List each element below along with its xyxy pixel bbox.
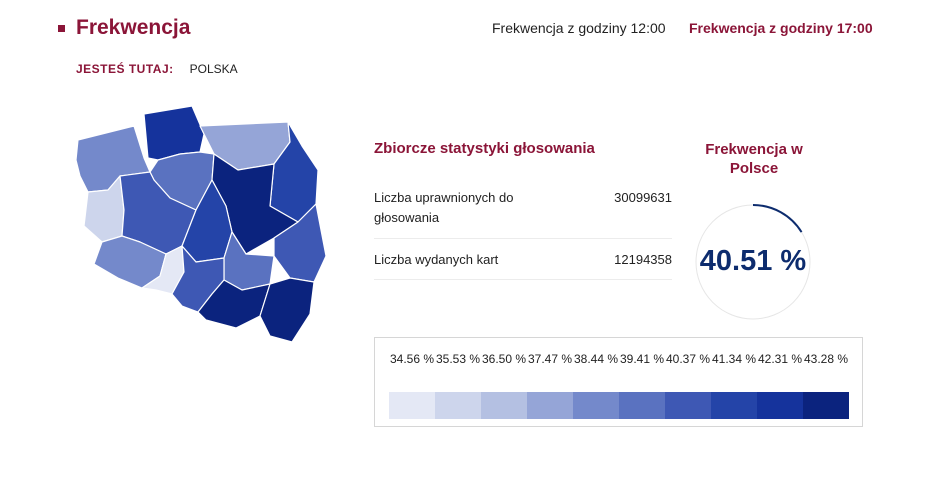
turnout-value: 40.51 % (699, 245, 807, 277)
legend-label: 38.44 % (573, 352, 619, 366)
legend-swatch (573, 392, 619, 419)
legend-swatch (435, 392, 481, 419)
legend-swatch (389, 392, 435, 419)
stat-row-ballots: Liczba wydanych kart 12194358 (374, 250, 672, 280)
legend-labels: 34.56 % 35.53 % 36.50 % 37.47 % 38.44 % 39.41… (389, 350, 849, 369)
breadcrumb-label: JESTEŚ TUTAJ: (76, 62, 174, 76)
legend-swatch (665, 392, 711, 419)
legend-swatch (527, 392, 573, 419)
legend-label: 35.53 % (435, 352, 481, 366)
legend-label: 42.31 % (757, 352, 803, 366)
stat-value: 12194358 (614, 252, 672, 267)
legend-swatch (619, 392, 665, 419)
stat-row-eligible: Liczba uprawnionych do głosowania 300996… (374, 188, 672, 239)
legend-label: 40.37 % (665, 352, 711, 366)
legend-label: 37.47 % (527, 352, 573, 366)
turnout-gauge (695, 204, 811, 320)
legend-swatch (803, 392, 849, 419)
stat-label: Liczba wydanych kart (374, 252, 499, 267)
breadcrumb-location[interactable]: POLSKA (189, 62, 238, 76)
color-scale-legend: 34.56 % 35.53 % 36.50 % 37.47 % 38.44 % 39.41… (374, 337, 863, 427)
stat-label: Liczba uprawnionych do głosowania (374, 190, 514, 225)
breadcrumb: JESTEŚ TUTAJ: POLSKA (76, 62, 238, 76)
voivodeship-podkarpackie[interactable] (259, 277, 315, 343)
legend-color-bar (389, 392, 849, 419)
stats-title: Zbiorcze statystyki głosowania (374, 140, 595, 157)
legend-label: 39.41 % (619, 352, 665, 366)
page-header: Frekwencja (58, 16, 190, 40)
tab-evening-turnout[interactable]: Frekwencja z godziny 17:00 (689, 20, 873, 36)
gauge-progress-arc (695, 204, 811, 320)
tab-noon-turnout[interactable]: Frekwencja z godziny 12:00 (492, 20, 666, 36)
legend-label: 41.34 % (711, 352, 757, 366)
legend-swatch (757, 392, 803, 419)
legend-label: 34.56 % (389, 352, 435, 366)
legend-swatch (711, 392, 757, 419)
legend-label: 43.28 % (803, 352, 849, 366)
legend-label: 36.50 % (481, 352, 527, 366)
turnout-title: Frekwencja w Polsce (705, 141, 803, 177)
legend-swatch (481, 392, 527, 419)
title-bullet (58, 24, 65, 32)
page-title: Frekwencja (76, 16, 191, 39)
poland-turnout-map (75, 106, 327, 343)
stat-value: 30099631 (614, 190, 672, 205)
